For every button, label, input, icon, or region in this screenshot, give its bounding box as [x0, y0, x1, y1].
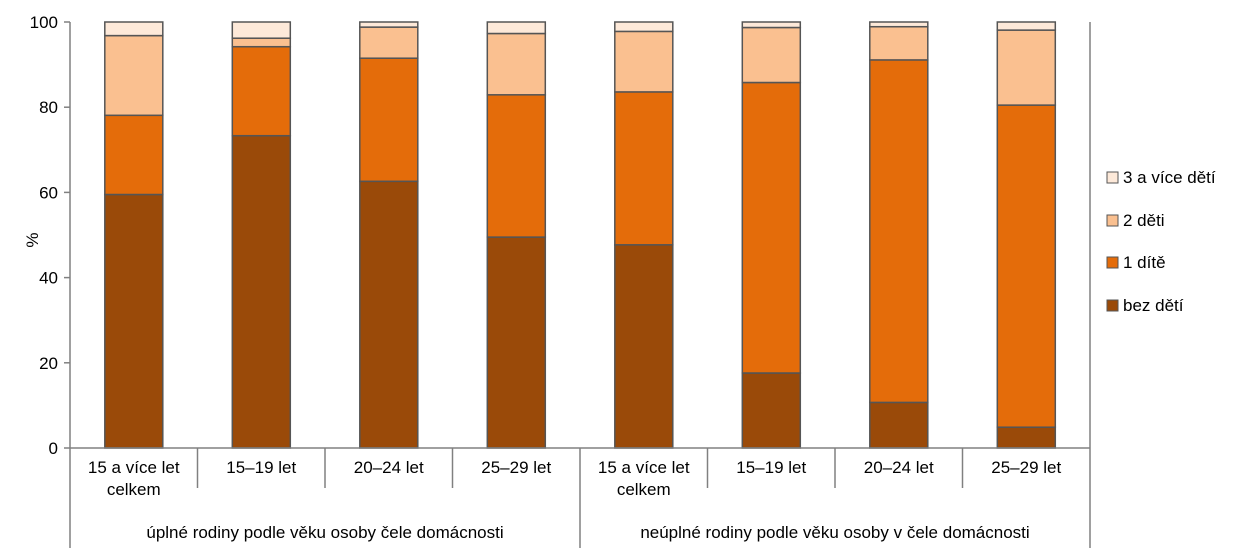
group-label-0: úplné rodiny podle věku osoby čele domác… — [146, 523, 503, 542]
bar-segment-cat0-series0 — [104, 193, 164, 449]
y-tick-label-3: 60 — [39, 183, 58, 202]
bar-segment-cat4-series1 — [614, 91, 674, 246]
bar-segment-cat6-series1 — [869, 59, 929, 404]
legend: 3 a více dětí 2 děti 1 dítě bez dětí — [1106, 168, 1216, 315]
x-tick-label-4-line1: celkem — [617, 480, 671, 499]
bar-segment-cat7-series0 — [996, 426, 1057, 449]
y-tick-label-5: 100 — [30, 13, 58, 32]
bar-segment-cat2-series0 — [359, 180, 419, 449]
y-ticks: 0 20 40 60 80 100 — [30, 13, 70, 458]
bars — [104, 21, 1057, 449]
bar-segment-cat6-series0 — [869, 401, 929, 449]
bar-segment-cat0-series1 — [104, 114, 164, 196]
y-tick-label-4: 80 — [39, 98, 58, 117]
bar-segment-cat0-series2 — [104, 34, 164, 117]
legend-swatch-3 — [1106, 299, 1119, 312]
legend-label-1: 2 děti — [1123, 211, 1165, 230]
bar-segment-cat3-series1 — [486, 94, 547, 238]
bar-segment-cat7-series2 — [996, 29, 1057, 106]
x-tick-label-4-line0: 15 a více let — [598, 458, 690, 477]
y-tick-label-2: 40 — [39, 269, 58, 288]
x-tick-label-7-line0: 25–29 let — [991, 458, 1061, 477]
bar-segment-cat1-series3 — [231, 21, 292, 39]
group-labels: úplné rodiny podle věku osoby čele domác… — [146, 523, 1029, 542]
bar-segment-cat1-series2 — [231, 37, 292, 48]
x-tick-label-5-line0: 15–19 let — [736, 458, 806, 477]
category-labels: 15 a více let celkem 15–19 let 20–24 let 25–… — [69, 448, 1091, 548]
bar-segment-cat3-series2 — [486, 32, 547, 96]
bar-segment-cat5-series0 — [741, 372, 802, 449]
legend-label-2: 1 dítě — [1123, 253, 1166, 272]
x-tick-label-3-line0: 25–29 let — [481, 458, 551, 477]
bar-segment-cat1-series1 — [231, 45, 292, 137]
x-tick-label-0-line0: 15 a více let — [88, 458, 180, 477]
x-tick-label-6-line0: 20–24 let — [864, 458, 934, 477]
bar-segment-cat6-series2 — [869, 25, 929, 61]
bar-segment-cat0-series3 — [104, 21, 164, 37]
bar-segment-cat4-series3 — [614, 21, 674, 33]
legend-swatch-0 — [1106, 171, 1119, 184]
x-tick-label-0-line1: celkem — [107, 480, 161, 499]
bar-segment-cat3-series0 — [486, 236, 547, 449]
bar-segment-cat1-series0 — [231, 134, 292, 449]
bar-segment-cat4-series2 — [614, 30, 674, 93]
legend-swatch-2 — [1106, 256, 1119, 269]
bar-segment-cat2-series1 — [359, 57, 419, 183]
axes — [69, 22, 1091, 449]
bar-segment-cat7-series1 — [996, 104, 1057, 428]
bar-segment-cat2-series2 — [359, 26, 419, 59]
x-tick-label-2-line0: 20–24 let — [354, 458, 424, 477]
x-tick-label-1-line0: 15–19 let — [226, 458, 296, 477]
bar-segment-cat2-series3 — [359, 21, 419, 28]
bar-segment-cat7-series3 — [996, 21, 1057, 31]
legend-label-3: bez dětí — [1123, 296, 1184, 315]
bar-segment-cat3-series3 — [486, 21, 547, 35]
y-axis-label: % — [23, 232, 42, 247]
legend-label-0: 3 a více dětí — [1123, 168, 1216, 187]
bar-segment-cat6-series3 — [869, 21, 929, 28]
y-tick-label-1: 20 — [39, 354, 58, 373]
y-tick-label-0: 0 — [49, 439, 58, 458]
bar-segment-cat5-series3 — [741, 21, 802, 29]
bar-segment-cat4-series0 — [614, 244, 674, 449]
group-label-1: neúplné rodiny podle věku osoby v čele d… — [640, 523, 1029, 542]
bar-segment-cat5-series2 — [741, 26, 802, 84]
bar-segment-cat5-series1 — [741, 81, 802, 374]
legend-swatch-1 — [1106, 214, 1119, 227]
